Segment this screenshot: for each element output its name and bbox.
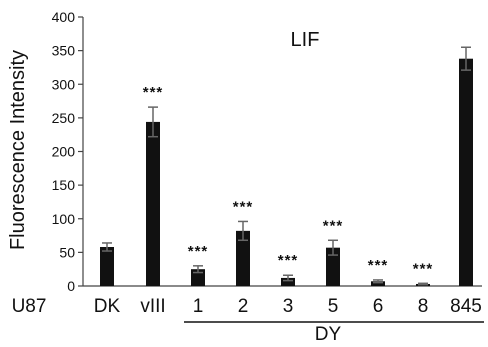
y-tick-label: 250 [52,110,76,126]
y-tick-label: 400 [52,9,76,25]
significance-label-6: *** [368,257,389,274]
bar-845 [459,58,473,286]
error-bar-3 [283,274,293,282]
significance-label-vIII: *** [143,84,164,101]
error-bar-vIII [148,106,158,138]
error-bar-845 [461,46,471,71]
bar-1 [191,269,205,286]
y-ticks: 0 50 100 150 200 250 300 350 400 [52,9,83,294]
bar-3 [281,277,295,286]
y-tick-label: 200 [52,144,76,160]
bar-6 [371,281,385,286]
error-bar-6 [373,279,383,284]
error-bar-5 [328,239,338,256]
error-bar-DK [102,242,112,252]
category-label-1: 1 [193,296,204,317]
y-axis-title: Fluorescence Intensity [7,50,29,250]
category-label-3: 3 [283,296,294,317]
group-label-dy: DY [315,324,342,345]
significance-label-2: *** [233,198,254,215]
category-label-845: 845 [450,296,482,317]
y-tick-label: 50 [59,244,75,260]
significance-label-8: *** [413,260,434,277]
category-label-8: 8 [418,296,429,317]
significance-label-3: *** [278,252,299,269]
bar-vIII [146,121,160,286]
y-tick-label: 350 [52,43,76,59]
error-bar-2 [238,220,248,242]
category-label-6: 6 [373,296,384,317]
error-bar-8 [418,282,428,286]
row-label-u87: U87 [12,296,47,317]
error-bar-1 [193,265,203,274]
bar-2 [236,230,250,286]
bar-5 [326,247,340,286]
bars [100,58,473,286]
chart-title: LIF [291,29,320,51]
bar-DK [100,246,114,286]
category-label-2: 2 [238,296,249,317]
y-tick-label: 0 [67,278,75,294]
significance-labels: *** *** *** *** *** *** *** [143,84,434,277]
category-label-vIII: vIII [140,296,165,317]
significance-label-1: *** [188,243,209,260]
category-labels: DK vIII 1 2 3 5 6 8 845 [94,296,482,317]
significance-label-5: *** [323,217,344,234]
y-tick-label: 100 [52,211,76,227]
y-tick-label: 300 [52,76,76,92]
category-label-DK: DK [94,296,121,317]
y-tick-label: 150 [52,177,76,193]
error-bars [102,46,471,286]
category-label-5: 5 [328,296,339,317]
